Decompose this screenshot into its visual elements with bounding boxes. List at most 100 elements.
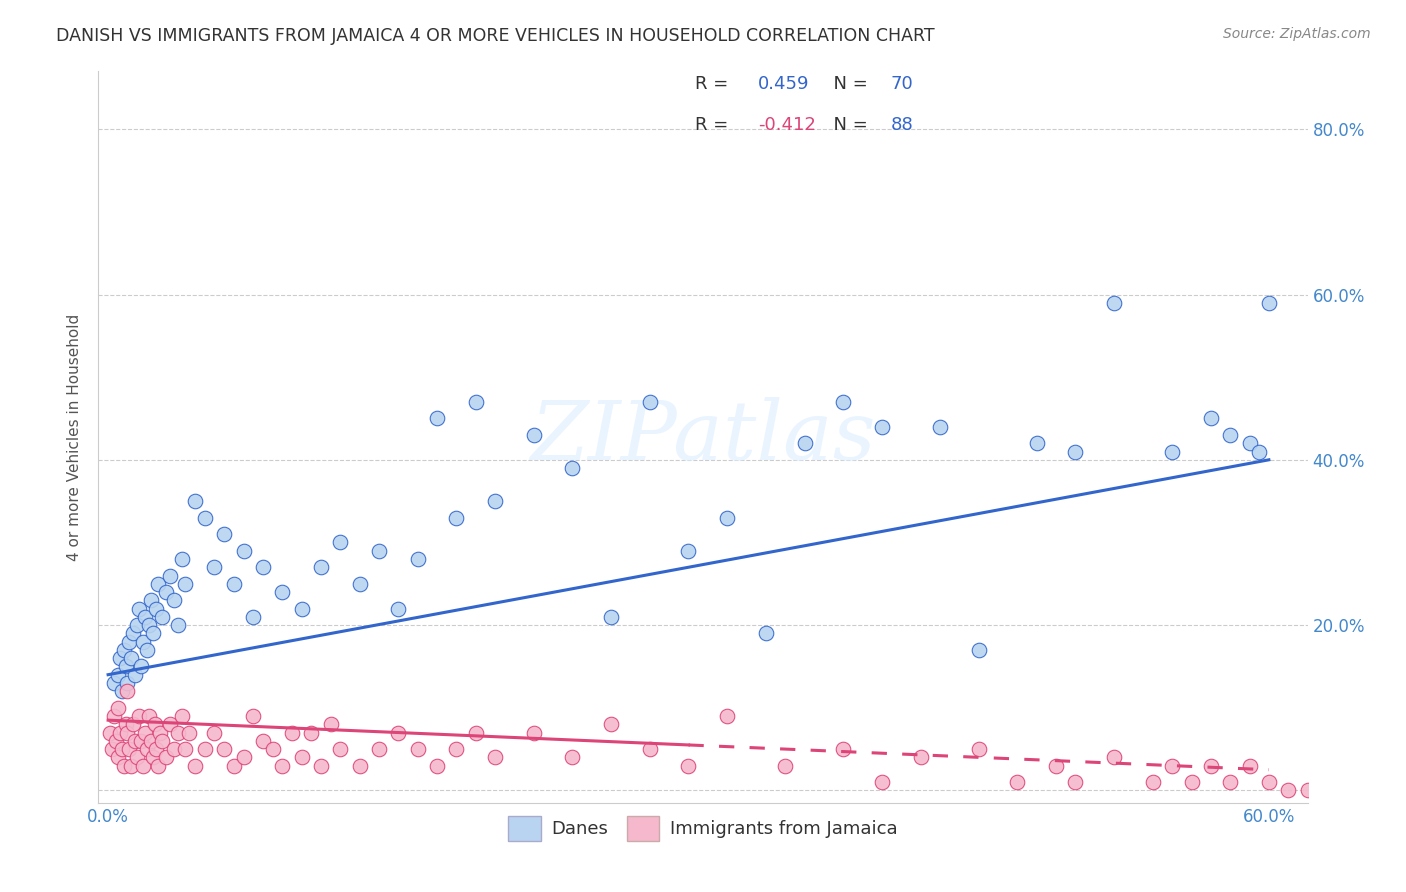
Point — [107, 667, 129, 681]
Point — [139, 734, 162, 748]
Point — [290, 601, 312, 615]
Point — [159, 568, 181, 582]
Point — [773, 758, 796, 772]
Text: 0.459: 0.459 — [758, 75, 810, 93]
Text: N =: N = — [823, 116, 873, 135]
Point — [1064, 775, 1087, 789]
Point — [174, 576, 197, 591]
Point — [103, 676, 125, 690]
Point — [716, 510, 738, 524]
Point — [135, 742, 157, 756]
Point — [309, 758, 332, 772]
Point — [127, 618, 149, 632]
Point — [281, 725, 304, 739]
Text: 88: 88 — [891, 116, 914, 135]
Text: Source: ZipAtlas.com: Source: ZipAtlas.com — [1223, 27, 1371, 41]
Point — [142, 626, 165, 640]
Point — [484, 494, 506, 508]
Point — [98, 725, 121, 739]
Point — [212, 742, 235, 756]
Point — [329, 535, 352, 549]
Point — [600, 610, 623, 624]
Point — [184, 494, 207, 508]
Point — [1239, 436, 1261, 450]
Point — [1025, 436, 1047, 450]
Point — [128, 601, 150, 615]
Point — [1045, 758, 1067, 772]
Point — [114, 659, 136, 673]
Point — [138, 709, 160, 723]
Point — [124, 667, 146, 681]
Point — [159, 717, 181, 731]
Point — [678, 543, 700, 558]
Point — [232, 750, 254, 764]
Point — [523, 428, 546, 442]
Point — [387, 601, 409, 615]
Point — [117, 725, 139, 739]
Point — [101, 742, 124, 756]
Point — [139, 593, 162, 607]
Point — [222, 576, 245, 591]
Point — [132, 758, 155, 772]
Point — [638, 395, 661, 409]
Point — [967, 643, 990, 657]
Point — [387, 725, 409, 739]
Point — [104, 734, 127, 748]
Point — [222, 758, 245, 772]
Point — [155, 585, 177, 599]
Point — [262, 742, 284, 756]
Point — [129, 734, 152, 748]
Point — [1161, 758, 1184, 772]
Point — [122, 717, 145, 731]
Point — [149, 725, 172, 739]
Point — [561, 461, 583, 475]
Point — [124, 734, 146, 748]
Point — [120, 651, 142, 665]
Point — [329, 742, 352, 756]
Point — [118, 742, 141, 756]
Point — [1316, 783, 1339, 797]
Point — [242, 709, 264, 723]
Point — [716, 709, 738, 723]
Point — [166, 618, 188, 632]
Point — [155, 750, 177, 764]
Point — [112, 758, 135, 772]
Point — [111, 742, 134, 756]
Point — [561, 750, 583, 764]
Point — [108, 651, 131, 665]
Point — [1277, 783, 1299, 797]
Point — [134, 725, 156, 739]
Point — [194, 742, 217, 756]
Point — [148, 576, 170, 591]
Point — [464, 725, 486, 739]
Point — [170, 709, 193, 723]
Point — [793, 436, 815, 450]
Point — [1102, 750, 1125, 764]
Point — [145, 742, 167, 756]
Point — [1142, 775, 1164, 789]
Point — [426, 411, 449, 425]
Point — [107, 700, 129, 714]
Legend: Danes, Immigrants from Jamaica: Danes, Immigrants from Jamaica — [501, 809, 905, 848]
Point — [1257, 775, 1279, 789]
Point — [142, 750, 165, 764]
Point — [1219, 775, 1241, 789]
Point — [1102, 295, 1125, 310]
Point — [242, 610, 264, 624]
Point — [150, 734, 173, 748]
Point — [163, 742, 186, 756]
Y-axis label: 4 or more Vehicles in Household: 4 or more Vehicles in Household — [67, 313, 83, 561]
Point — [117, 676, 139, 690]
Point — [135, 643, 157, 657]
Point — [271, 585, 294, 599]
Point — [150, 610, 173, 624]
Point — [108, 725, 131, 739]
Point — [1239, 758, 1261, 772]
Point — [170, 552, 193, 566]
Point — [349, 576, 371, 591]
Point — [319, 717, 342, 731]
Point — [120, 758, 142, 772]
Point — [271, 758, 294, 772]
Point — [910, 750, 932, 764]
Point — [484, 750, 506, 764]
